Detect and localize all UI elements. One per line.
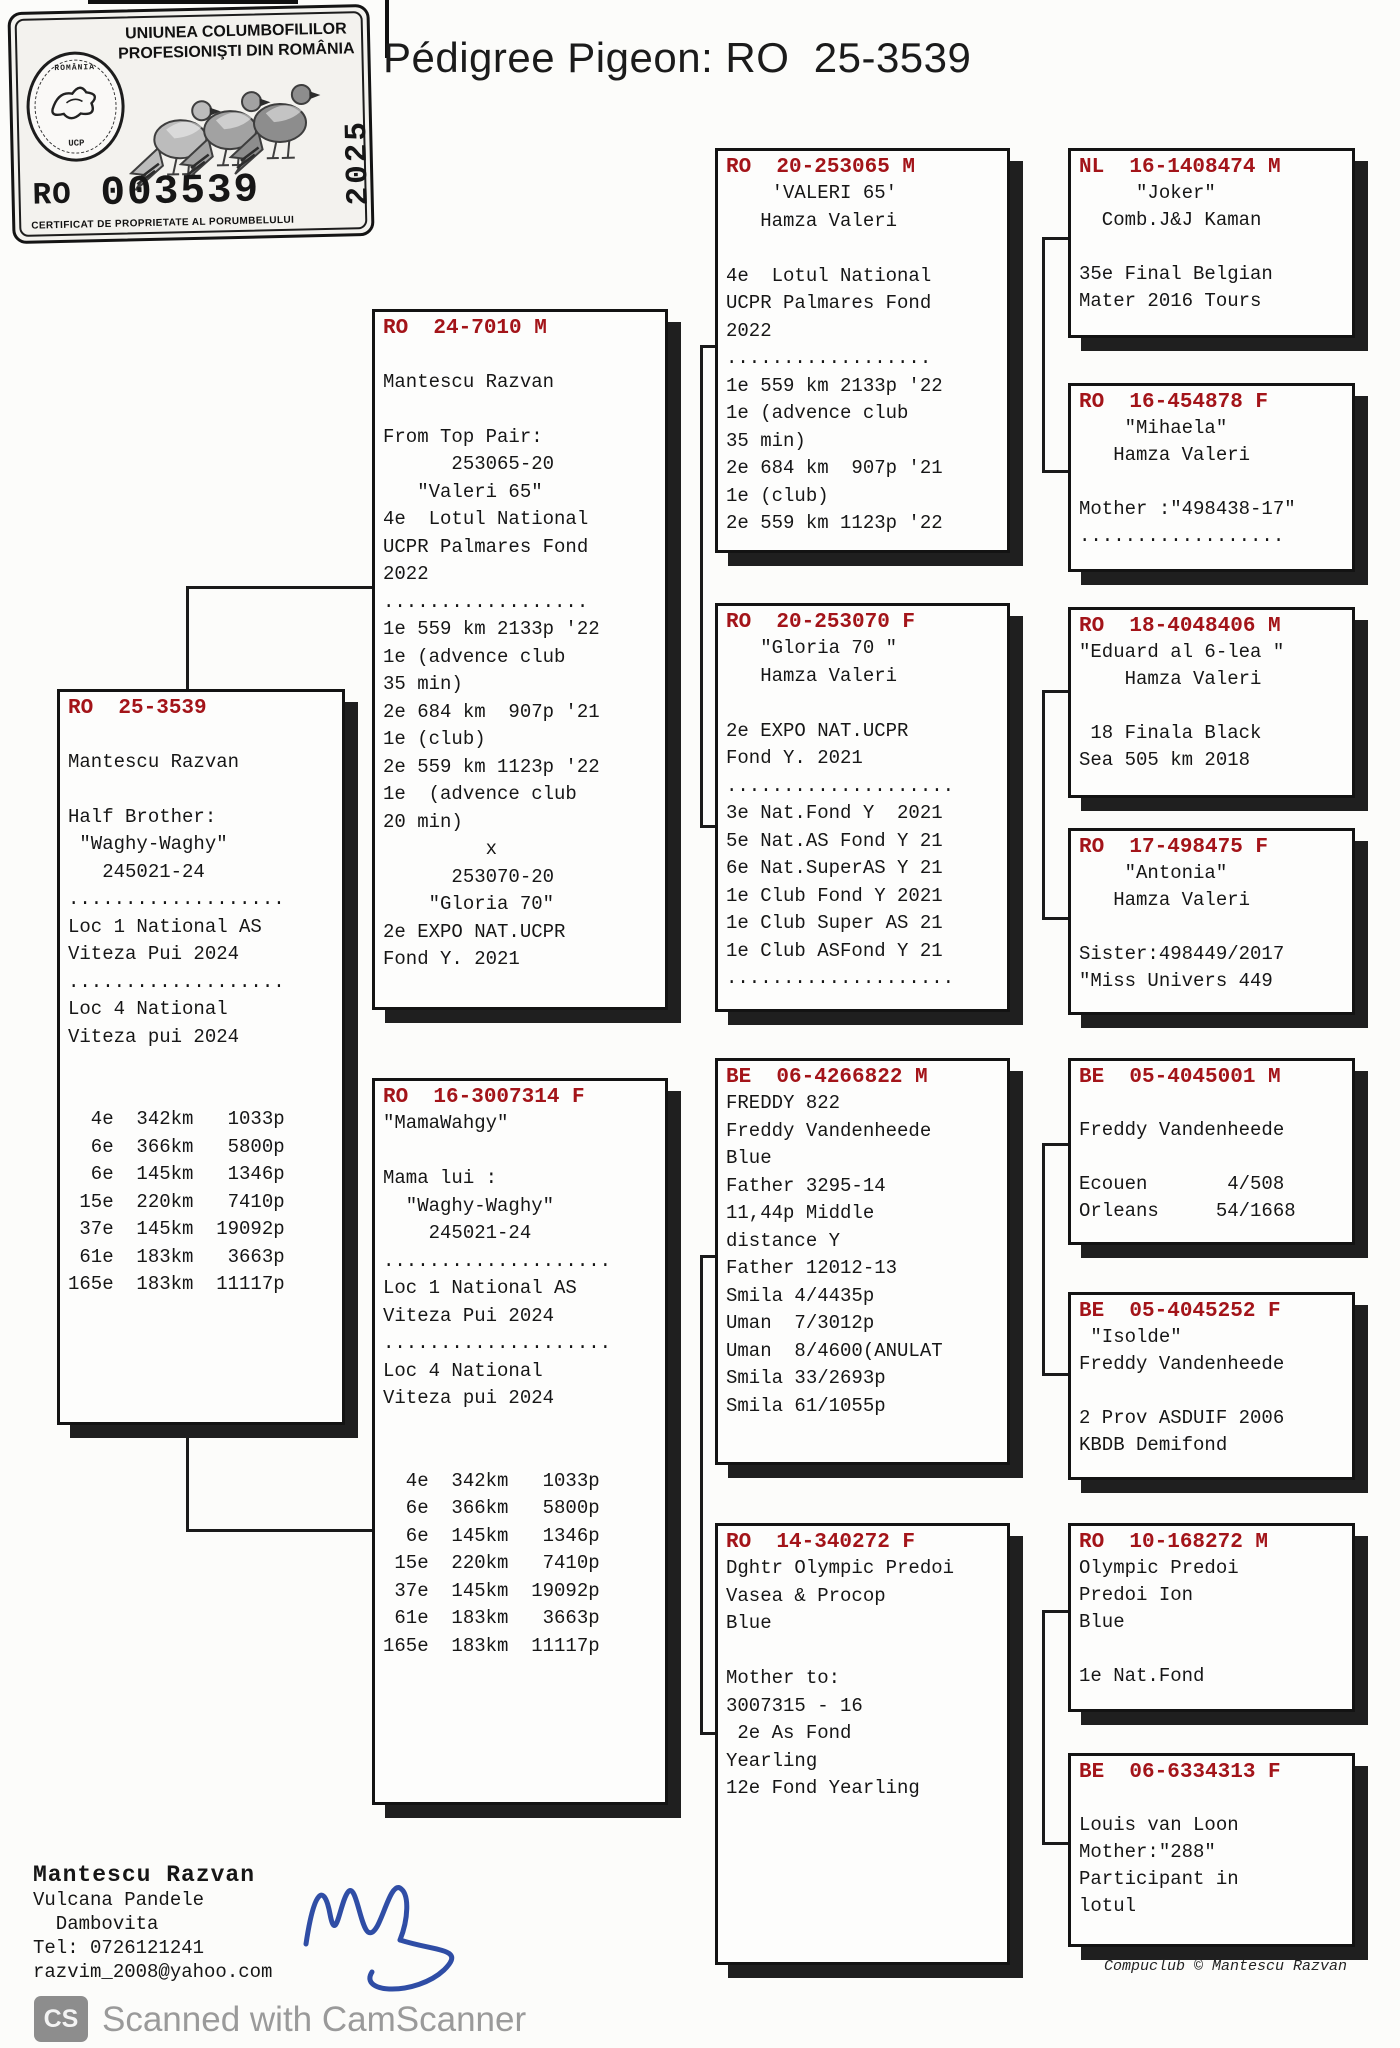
connector-line <box>1042 690 1045 920</box>
federation-name: UNIUNEA COLUMBOFILILOR PROFESIONIŞTI DIN… <box>111 19 362 65</box>
connector-line <box>1042 237 1045 473</box>
camscanner-badge: CS <box>34 1996 88 2042</box>
connector-line <box>700 1255 703 1735</box>
connector-line <box>700 825 718 828</box>
ring-number: RO 16-454878 F <box>1079 391 1269 414</box>
pedigree-box-ggparent-2: RO 16-454878 F "Mihaela" Hamza Valeri Mo… <box>1068 383 1355 572</box>
pedigree-box-ggparent-5: BE 05-4045001 M Freddy Vandenheede Ecoue… <box>1068 1058 1355 1245</box>
connector-line <box>1042 1610 1045 1845</box>
pedigree-notes: Dghtr Olympic Predoi Vasea & Procop Blue… <box>726 1557 955 1799</box>
logo-text-romania: ROMÂNIA <box>54 63 96 74</box>
ring-number: NL 16-1408474 M <box>1079 156 1281 179</box>
pedigree-notes: Freddy Vandenheede Ecouen 4/508 Orleans … <box>1079 1119 1296 1222</box>
owner-phone: Tel: 0726121241 <box>33 1937 205 1959</box>
handwritten-signature <box>303 1885 455 1992</box>
pedigree-notes: Mantescu Razvan From Top Pair: 253065-20… <box>383 370 600 971</box>
camscanner-watermark-text: Scanned with CamScanner <box>102 2000 527 2039</box>
page-title: Pédigree Pigeon: RO 25-3539 <box>383 34 972 81</box>
pedigree-notes: "Mihaela" Hamza Valeri Mother :"498438-1… <box>1079 417 1296 547</box>
pedigree-box-father: RO 24-7010 M Mantescu Razvan From Top Pa… <box>372 309 668 1010</box>
connector-line <box>1042 917 1070 920</box>
pedigree-box-ggparent-6: BE 05-4045252 F "Isolde" Freddy Vandenhe… <box>1068 1292 1355 1480</box>
owner-email: razvim_2008@yahoo.com <box>33 1961 273 1983</box>
scan-edge-vertical <box>385 0 389 58</box>
pedigree-notes: "Isolde" Freddy Vandenheede 2 Prov ASDUI… <box>1079 1326 1285 1456</box>
owner-address-line1: Vulcana Pandele <box>33 1889 205 1911</box>
dove-icon <box>51 86 97 120</box>
pedigree-box-grandmother-maternal: RO 14-340272 F Dghtr Olympic Predoi Vase… <box>715 1523 1010 1965</box>
ring-number: RO 25-3539 <box>68 697 207 720</box>
connector-line <box>186 586 375 589</box>
connector-line <box>186 1422 189 1532</box>
pedigree-notes: "Antonia" Hamza Valeri Sister:498449/201… <box>1079 862 1285 992</box>
connector-line <box>1042 1610 1070 1613</box>
ring-number: RO 17-498475 F <box>1079 836 1269 859</box>
ring-number: RO 10-168272 M <box>1079 1531 1269 1554</box>
ownership-stamp: UNIUNEA COLUMBOFILILOR PROFESIONIŞTI DIN… <box>7 3 377 245</box>
pedigree-notes: FREDDY 822 Freddy Vandenheede Blue Fathe… <box>726 1092 943 1417</box>
connector-line <box>700 345 718 348</box>
pedigree-notes: Louis van Loon Mother:"288" Participant … <box>1079 1814 1239 1917</box>
owner-contact-block: Mantescu Razvan Vulcana Pandele Dambovit… <box>33 1862 272 1984</box>
camscanner-badge-label: CS <box>43 2004 79 2033</box>
pedigree-notes: "Gloria 70 " Hamza Valeri 2e EXPO NAT.UC… <box>726 637 955 989</box>
pedigree-box-ggparent-4: RO 17-498475 F "Antonia" Hamza Valeri Si… <box>1068 828 1355 1015</box>
stamp-country-code: RO <box>32 177 73 214</box>
pedigree-box-grandfather-maternal: BE 06-4266822 M FREDDY 822 Freddy Vanden… <box>715 1058 1010 1465</box>
pedigree-box-subject: RO 25-3539 Mantescu Razvan Half Brother:… <box>57 689 345 1425</box>
stamp-ring-number: 003539 <box>100 167 261 218</box>
pedigree-box-ggparent-3: RO 18-4048406 M "Eduard al 6-lea " Hamza… <box>1068 607 1355 798</box>
pedigree-box-mother: RO 16-3007314 F "MamaWahgy" Mama lui : "… <box>372 1078 668 1805</box>
software-credit: Compuclub © Mantescu Razvan <box>1104 1958 1348 1975</box>
ring-number: BE 05-4045252 F <box>1079 1300 1281 1323</box>
stamp-year: 2025 <box>339 118 377 206</box>
connector-line <box>1042 1143 1070 1146</box>
ring-number: BE 06-6334313 F <box>1079 1761 1281 1784</box>
connector-line <box>186 1529 375 1532</box>
ring-number: RO 14-340272 F <box>726 1531 916 1554</box>
pedigree-box-ggparent-7: RO 10-168272 M Olympic Predoi Predoi Ion… <box>1068 1523 1355 1712</box>
connector-line <box>700 1732 718 1735</box>
logo-text-ucp: UCP <box>68 138 85 149</box>
connector-line <box>1042 1842 1070 1845</box>
connector-line <box>1042 1143 1045 1376</box>
pedigree-notes: Mantescu Razvan Half Brother: "Waghy-Wag… <box>68 750 285 1296</box>
ring-number: RO 16-3007314 F <box>383 1086 585 1109</box>
ring-number: RO 20-253070 F <box>726 611 916 634</box>
ring-number: BE 05-4045001 M <box>1079 1066 1281 1089</box>
pedigree-notes: "Eduard al 6-lea " Hamza Valeri 18 Final… <box>1079 641 1285 771</box>
connector-line <box>1042 237 1070 240</box>
pedigree-box-grandmother-paternal: RO 20-253070 F "Gloria 70 " Hamza Valeri… <box>715 603 1010 1012</box>
connector-line <box>186 586 189 692</box>
ring-number: RO 24-7010 M <box>383 317 547 340</box>
connector-line <box>700 345 703 828</box>
pedigree-notes: "MamaWahgy" Mama lui : "Waghy-Waghy" 245… <box>383 1112 612 1657</box>
pedigree-box-ggparent-8: BE 06-6334313 F Louis van Loon Mother:"2… <box>1068 1753 1355 1947</box>
pedigree-box-grandfather-paternal: RO 20-253065 M 'VALERI 65' Hamza Valeri … <box>715 148 1010 553</box>
pedigree-notes: "Joker" Comb.J&J Kaman 35e Final Belgian… <box>1079 182 1273 312</box>
connector-line <box>700 1255 718 1258</box>
pedigree-notes: 'VALERI 65' Hamza Valeri 4e Lotul Nation… <box>726 182 943 534</box>
owner-name: Mantescu Razvan <box>33 1862 256 1888</box>
pedigree-box-ggparent-1: NL 16-1408474 M "Joker" Comb.J&J Kaman 3… <box>1068 148 1355 338</box>
ring-number: BE 06-4266822 M <box>726 1066 928 1089</box>
pedigree-notes: Olympic Predoi Predoi Ion Blue 1e Nat.Fo… <box>1079 1557 1239 1687</box>
owner-address-line2: Dambovita <box>33 1913 159 1935</box>
ring-number: RO 18-4048406 M <box>1079 615 1281 638</box>
connector-line <box>1042 470 1070 473</box>
scan-edge-top <box>88 0 298 4</box>
federation-logo: ROMÂNIA UCP <box>25 50 126 163</box>
connector-line <box>1042 1373 1070 1376</box>
connector-line <box>1042 690 1070 693</box>
ring-number: RO 20-253065 M <box>726 156 916 179</box>
